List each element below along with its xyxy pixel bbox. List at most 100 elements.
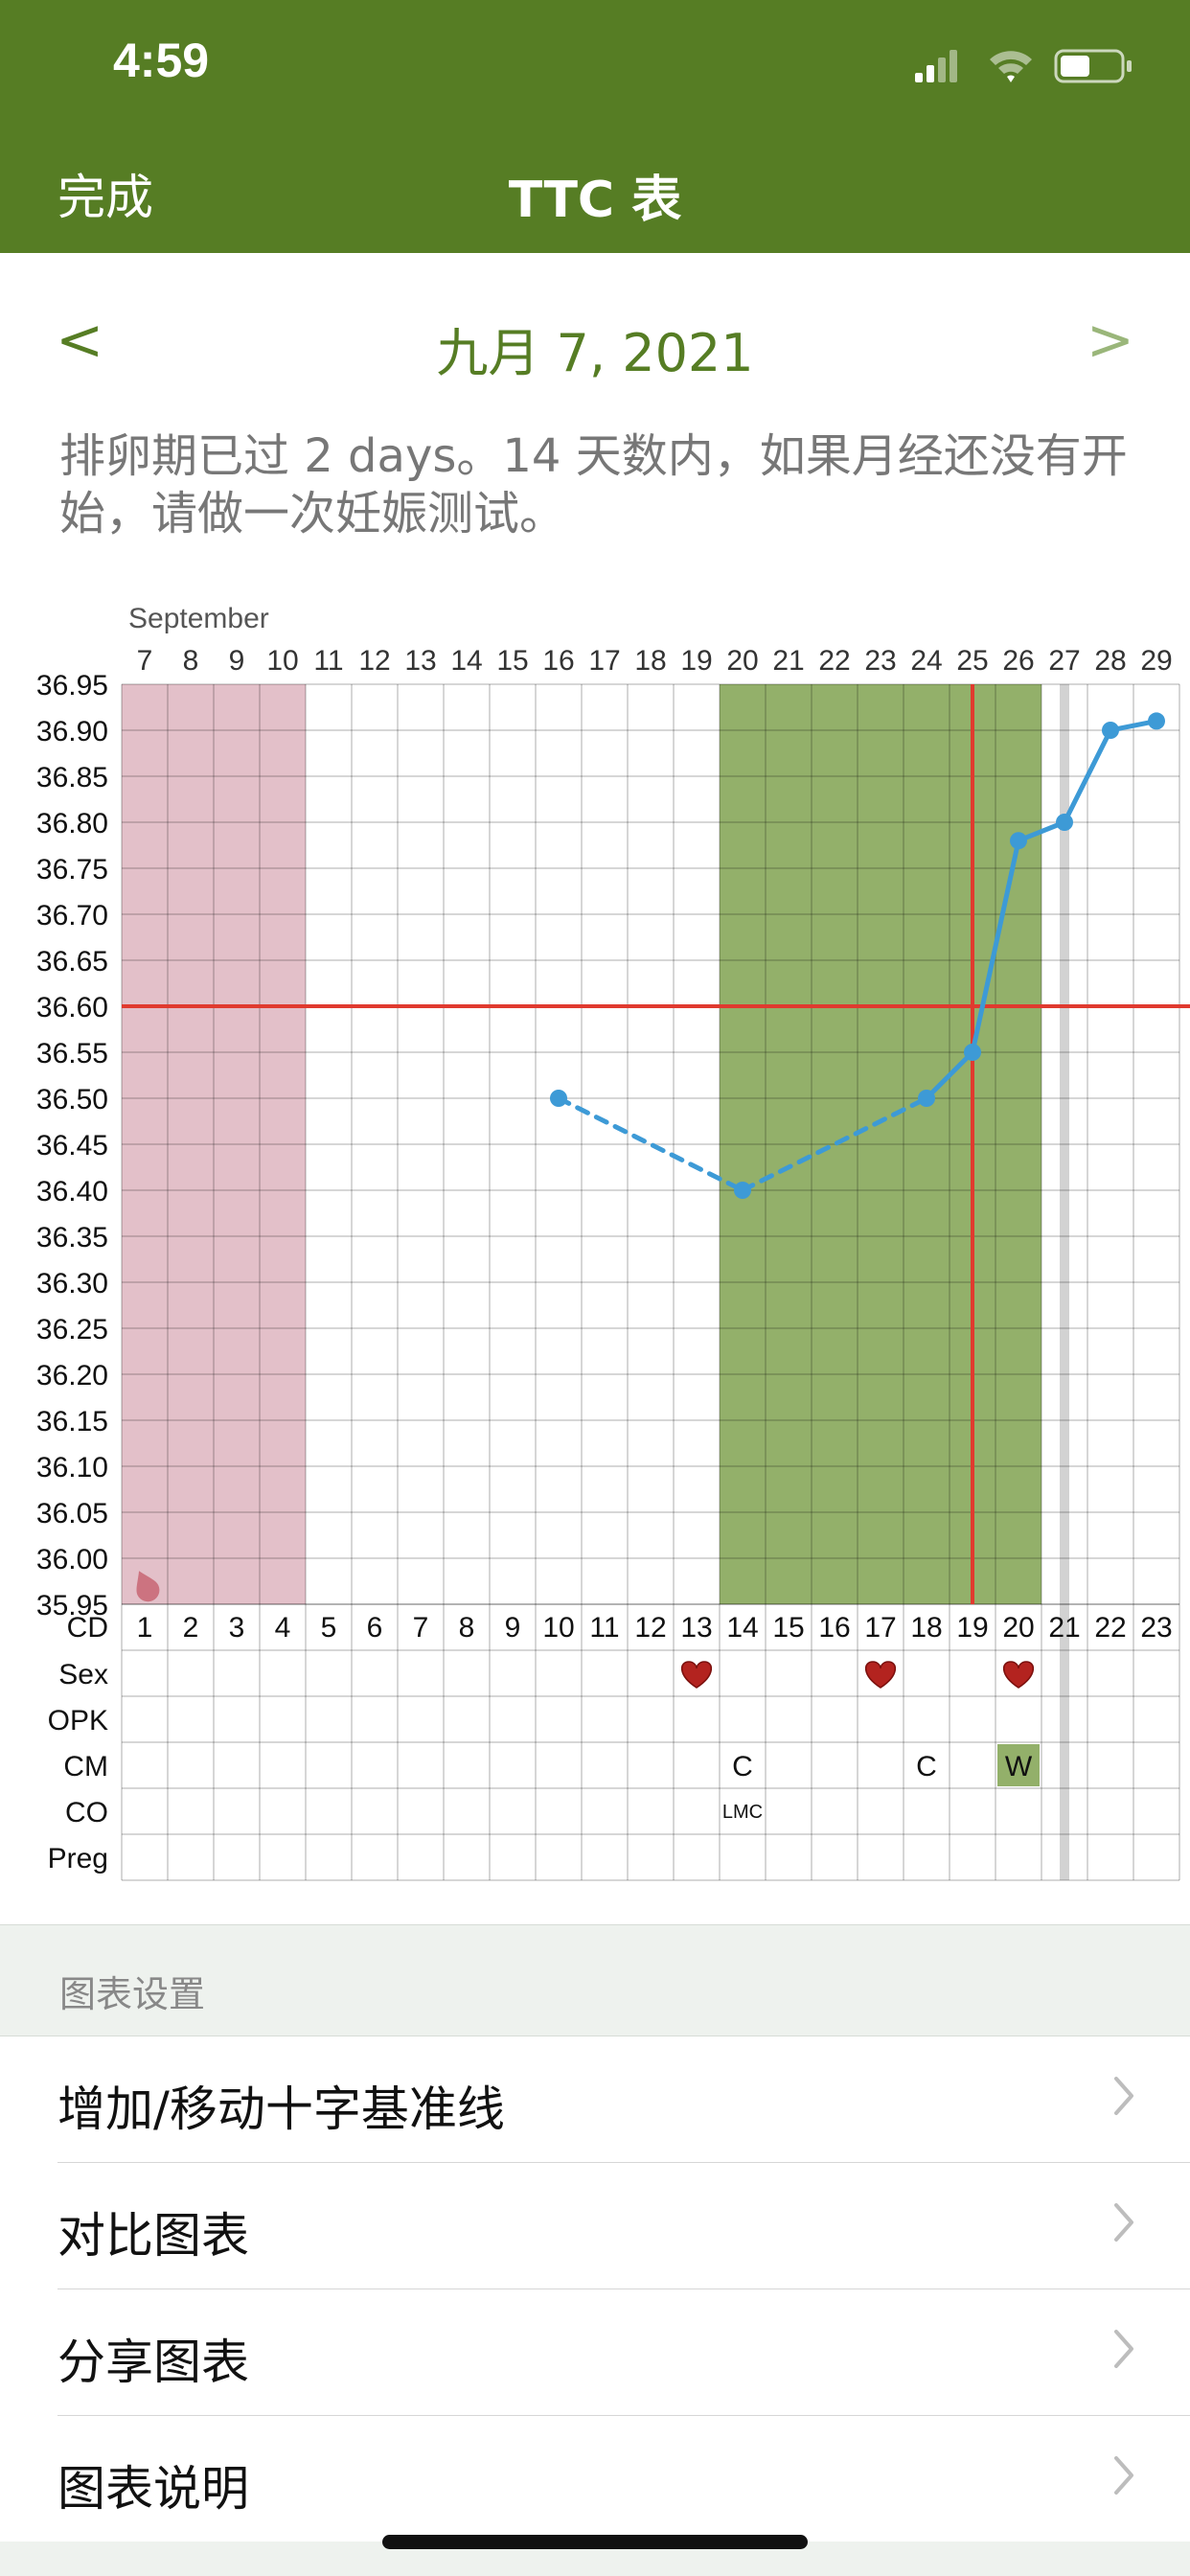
cycle-day-tick-label: 7 [413,1612,429,1644]
date-tick-label: 11 [313,645,343,677]
battery-icon [1054,49,1132,83]
top-bar: 4:59 完成 TTC 表 [0,0,1190,253]
cycle-day-tick-label: 20 [1002,1612,1034,1644]
date-tick-label: 7 [137,645,153,677]
cycle-day-tick-label: 8 [459,1612,475,1644]
settings-section-background [0,1924,1190,2036]
y-axis-tick-label: 36.95 [36,670,108,702]
date-tick-label: 29 [1140,645,1172,677]
cycle-day-tick-label: 3 [229,1612,245,1644]
home-indicator [382,2535,808,2549]
date-tick-label: 18 [634,645,666,677]
bbt-chart: 36.95 36.90 36.85 36.80 36.75 36.70 36.65 36.60… [36,603,1190,1881]
cycle-day-tick-label: 19 [956,1612,988,1644]
cycle-day-tick-label: 17 [864,1612,896,1644]
today-marker [1060,684,1069,1880]
date-tick-label: 8 [183,645,199,677]
cycle-day-tick-label: 15 [772,1612,804,1644]
temperature-line-segment [1062,727,1113,825]
date-tick-label: 15 [496,645,528,677]
period-drop-icon [136,1571,160,1602]
temperature-point [734,1182,751,1199]
wifi-icon [990,51,1032,82]
date-tick-label: 20 [726,645,758,677]
date-tick-label: 10 [266,645,298,677]
settings-item-label: 分享图表 [57,2334,249,2390]
date-tick-label: 28 [1094,645,1126,677]
row-entry-text: C [732,1751,753,1782]
settings-item-label: 对比图表 [57,2208,249,2264]
y-axis-tick-label: 36.85 [36,762,108,794]
temperature-point [550,1090,567,1107]
date-tick-label: 25 [956,645,988,677]
row-label-sex: Sex [58,1659,108,1690]
y-axis-tick-label: 36.90 [36,716,108,748]
row-label-cm: CM [63,1751,108,1782]
temperature-line-segment [970,838,1021,1055]
settings-list: 增加/移动十字基准线 对比图表 分享图表 图表说明 [0,2036,1190,2542]
month-label: September [128,603,269,634]
date-tick-label: 12 [358,645,390,677]
temperature-point [918,1090,935,1107]
cycle-day-tick-label: 13 [680,1612,712,1644]
y-axis-tick-label: 36.00 [36,1544,108,1576]
settings-item-share-chart[interactable]: 分享图表 [57,2289,1190,2416]
next-date-button[interactable]: > [1086,307,1134,374]
row-entry-text: LMC [722,1802,763,1823]
y-axis-tick-label: 36.60 [36,992,108,1024]
previous-date-button[interactable]: < [56,307,104,374]
settings-header: 图表设置 [59,1973,206,2015]
date-navigator: < 九月 7, 2021 > [0,307,1190,383]
cycle-day-tick-label: 10 [542,1612,574,1644]
temperature-line-segment [556,1095,745,1193]
temperature-line-segment [740,1095,929,1193]
cycle-day-tick-label: 6 [367,1612,383,1644]
y-axis-tick-label: 36.25 [36,1314,108,1346]
y-axis-tick-label: 35.95 [36,1590,108,1622]
row-entry-text: W [1005,1751,1033,1782]
ovulation-message: 排卵期已过 2 days。14 天数内，如果月经还没有开始，请做一次妊娠测试。 [59,429,1128,540]
settings-item-label: 图表说明 [57,2461,249,2517]
status-icons [915,49,1132,83]
heart-icon [681,1661,712,1689]
cycle-day-tick-label: 14 [726,1612,758,1644]
cycle-day-tick-label: 5 [321,1612,337,1644]
temperature-point [964,1044,981,1061]
date-tick-label: 17 [588,645,620,677]
status-time: 4:59 [113,34,210,87]
date-tick-label: 14 [450,645,482,677]
cycle-day-tick-label: 4 [275,1612,291,1644]
done-button[interactable]: 完成 [57,170,153,225]
temperature-line-segment [924,1049,975,1101]
date-tick-label: 16 [542,645,574,677]
chevron-right-icon [1114,2456,1133,2495]
page-title: TTC 表 [508,172,682,229]
heart-icon [865,1661,896,1689]
cycle-day-tick-label: 18 [910,1612,942,1644]
y-axis-tick-label: 36.05 [36,1498,108,1530]
y-axis-tick-label: 36.40 [36,1176,108,1208]
chevron-right-icon [1114,2077,1133,2115]
chevron-right-icon [1114,2330,1133,2368]
heart-icon [1003,1661,1034,1689]
y-axis-tick-label: 36.10 [36,1452,108,1484]
cycle-day-tick-label: 22 [1094,1612,1126,1644]
settings-item-chart-guide[interactable]: 图表说明 [57,2416,1190,2542]
cycle-day-tick-label: 21 [1048,1612,1080,1644]
chevron-right-icon [1114,2203,1133,2242]
cycle-day-tick-label: 11 [589,1612,619,1644]
cycle-day-label: CD [67,1612,108,1644]
date-tick-label: 9 [229,645,245,677]
settings-item-compare-charts[interactable]: 对比图表 [57,2163,1190,2289]
y-axis-tick-label: 36.15 [36,1406,108,1438]
date-tick-label: 22 [818,645,850,677]
row-label-preg: Preg [48,1843,108,1874]
date-tick-label: 19 [680,645,712,677]
cycle-day-tick-label: 2 [183,1612,199,1644]
date-tick-label: 24 [910,645,942,677]
fertile-window-band [720,684,1041,1604]
settings-item-add-move-coverline[interactable]: 增加/移动十字基准线 [57,2036,1190,2163]
date-tick-label: 27 [1048,645,1080,677]
cycle-day-tick-label: 16 [818,1612,850,1644]
date-tick-label: 13 [404,645,436,677]
